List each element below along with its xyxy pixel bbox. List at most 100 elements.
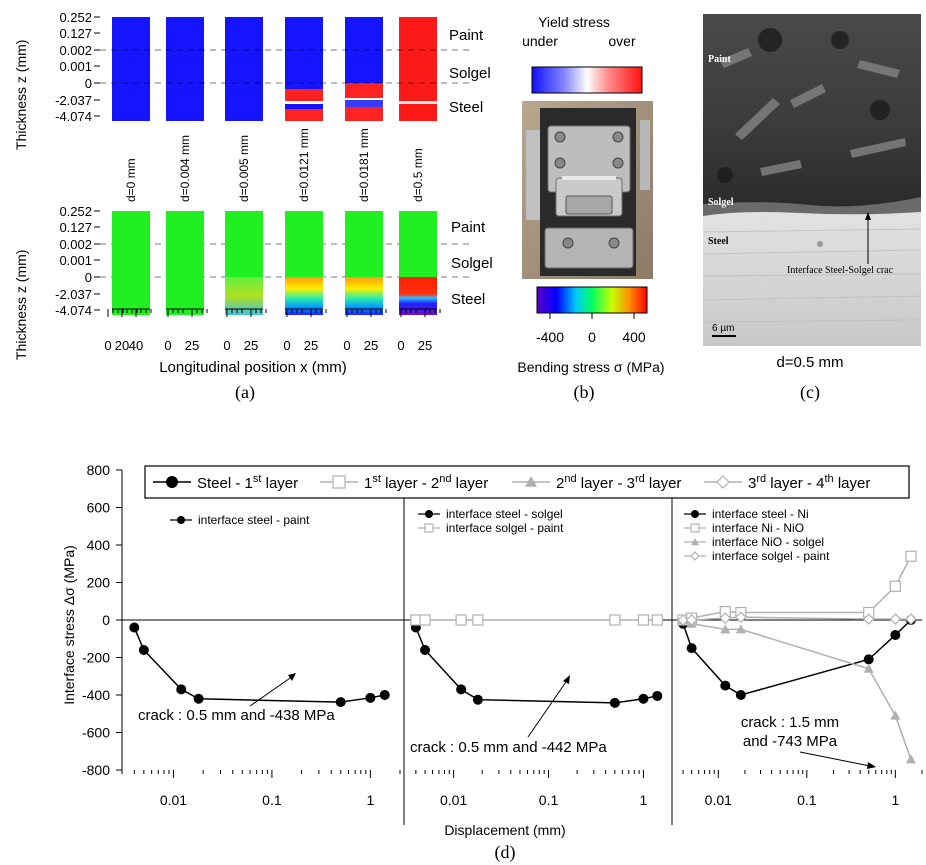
yield-colorbar <box>531 66 643 94</box>
panel-a-column-labels: d=0 mm d=0.004 mm d=0.005 mm d=0.0121 mm d=0… <box>124 128 425 202</box>
panel-a-layer-labels-top: Paint Solgel Steel <box>449 27 491 116</box>
panel-a-xlabel: Longitudinal position x (mm) <box>159 359 347 376</box>
chart-main-legend: Steel - 1st layer 1st layer - 2nd layer 2n… <box>144 465 910 499</box>
legend-label: interface steel - Ni <box>712 507 809 521</box>
xtick-label: 25 <box>244 338 258 353</box>
layer-label-bottom: Paint <box>451 219 486 236</box>
test-rig-photo <box>522 101 653 279</box>
annotation-arrow <box>527 678 569 738</box>
data-point-square <box>419 614 431 626</box>
panel-c-subcaption: d=0.5 mm <box>776 354 843 371</box>
panel-a-layer-labels-bottom: Paint Solgel Steel <box>451 219 493 308</box>
panel-c: Paint Solgel Steel Interface Steel-Solge… <box>702 14 922 403</box>
chart-panel-legends: interface steel - paint interface steel -… <box>170 507 830 563</box>
data-point-square <box>332 475 346 489</box>
chart-series <box>129 550 917 764</box>
chart-annotations: crack : 0.5 mm and -438 MPa crack : 0.5 m… <box>138 673 876 769</box>
layer-label-bottom: Solgel <box>451 255 493 272</box>
data-point-triangle <box>890 710 901 720</box>
yield-under-band <box>345 99 383 107</box>
yield-map-cell <box>166 17 204 121</box>
panel-c-caption: (c) <box>800 382 820 403</box>
legend-entry-sup2: nd <box>439 473 451 485</box>
annotation-arrowhead <box>563 675 570 684</box>
column-label: d=0.0121 mm <box>297 128 311 202</box>
legend-entry-sup2: th <box>824 473 833 485</box>
data-point-circle <box>420 645 431 655</box>
yield-colorbar-title: Yield stress <box>538 14 610 30</box>
legend-label: interface solgel - paint <box>446 521 564 535</box>
ytick-label: -600 <box>82 725 110 741</box>
sem-label-paint: Paint <box>708 54 731 65</box>
column-label: d=0.5 mm <box>411 148 425 202</box>
legend-entry-text: 3 <box>748 475 756 492</box>
data-point-circle <box>609 697 620 708</box>
data-point-square <box>609 614 621 626</box>
xtick-label: 0.1 <box>539 792 559 808</box>
xtick-label: 0.1 <box>797 792 817 808</box>
data-point-diamond <box>889 613 902 625</box>
legend-entry-text: 2 <box>556 475 564 492</box>
yield-map-cell <box>399 17 437 121</box>
legend-entry-tail: layer - 3 <box>577 475 635 492</box>
data-point-square <box>690 523 700 533</box>
yield-map-cell <box>112 17 150 121</box>
colorbar-tick-label: 400 <box>622 329 646 345</box>
legend-entry-tail: layer <box>261 475 298 492</box>
xtick-label: 25 <box>304 338 318 353</box>
bending-colorbar-label: Bending stress σ (MPa) <box>517 359 664 375</box>
yield-over-band <box>285 109 323 121</box>
ytick-bottom: 0 <box>85 270 92 285</box>
panel-d: Interface stress Δσ (MPa) 800 600 400 200 0 -… <box>61 462 923 863</box>
legend-entry-label: Steel - 1st layer <box>197 473 298 492</box>
data-point-square <box>410 614 422 626</box>
series-line <box>415 627 658 704</box>
yield-map-cell <box>285 17 323 121</box>
ytick-top: 0.127 <box>59 26 92 41</box>
layer-label-bottom: Steel <box>451 291 485 308</box>
column-label: d=0 mm <box>124 158 138 202</box>
yield-colorbar-under: under <box>522 33 558 49</box>
annotation-arrow <box>799 751 871 767</box>
data-point-circle <box>166 476 178 488</box>
annotation-arrowhead <box>288 673 296 681</box>
column-label: d=0.005 mm <box>237 135 251 202</box>
legend-entry-tail: layer - 4 <box>766 475 824 492</box>
data-point-circle <box>456 684 467 695</box>
data-point-circle <box>863 654 874 665</box>
legend-entry-sup: st <box>372 473 381 485</box>
bending-colorbar-ticks: -400 0 400 <box>536 313 646 345</box>
data-point-triangle <box>720 624 731 634</box>
xtick-label: 1 <box>640 792 648 808</box>
data-point-circle <box>138 645 149 655</box>
legend-entry-sup: nd <box>564 473 576 485</box>
ytick-label: -400 <box>82 687 110 703</box>
xtick-label: 0.1 <box>262 792 282 808</box>
data-point-circle <box>176 684 187 695</box>
chart-xticks: 0.01 0.1 1 0.01 0.1 1 0.01 0.1 1 <box>121 770 923 808</box>
yield-over-band <box>285 89 323 103</box>
xtick-label: 1 <box>366 792 374 808</box>
bending-map-cell <box>112 211 150 315</box>
annotation-arrowhead <box>867 762 876 769</box>
ytick-top: 0.002 <box>59 43 92 58</box>
yield-boundary <box>345 98 383 100</box>
data-point-circle <box>365 692 376 703</box>
data-point-diamond <box>735 611 747 624</box>
legend-entry-label: 2nd layer - 3rd layer <box>556 473 681 492</box>
ytick-bottom: 0.001 <box>59 253 92 268</box>
ytick-top: -4.074 <box>55 109 92 124</box>
legend-label: interface solgel - paint <box>712 549 830 563</box>
xtick-label: 0.01 <box>160 792 187 808</box>
data-point-diamond <box>685 614 698 626</box>
legend-entry-sup2: rd <box>635 473 645 485</box>
data-point-triangle <box>691 538 699 546</box>
ytick-bottom: 0.252 <box>59 204 92 219</box>
data-point-square <box>472 614 484 626</box>
panel-b-caption: (b) <box>574 382 595 403</box>
data-point-circle <box>720 680 731 691</box>
data-point-circle <box>735 690 746 700</box>
ytick-top: 0.252 <box>59 10 92 25</box>
ytick-label: -200 <box>82 650 110 666</box>
